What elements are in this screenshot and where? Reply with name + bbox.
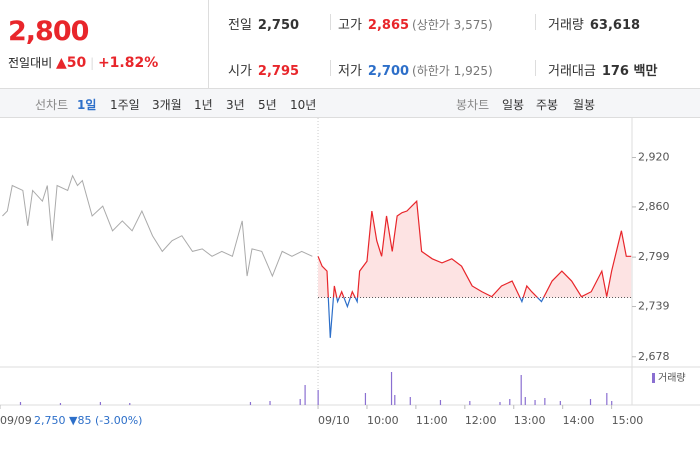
divider xyxy=(208,0,209,88)
volume-bar xyxy=(269,401,271,405)
stat-value: 2,795 xyxy=(257,64,300,79)
tab: 봉차트 xyxy=(456,98,490,112)
stat: 거래량 63,618 xyxy=(548,14,640,33)
tab[interactable]: 1일 xyxy=(77,98,97,112)
line xyxy=(2,174,313,278)
volume-bar xyxy=(439,400,442,405)
change-pct: +1.82% xyxy=(97,55,159,71)
stat: 시가 2,795 xyxy=(228,60,299,79)
tab[interactable]: 3개월 xyxy=(152,98,182,112)
volume-bar xyxy=(304,385,306,405)
x-tick-label: 09/09 xyxy=(0,414,32,427)
legend-label: 거래량 xyxy=(658,372,686,384)
legend-swatch xyxy=(652,373,655,383)
volume-bar xyxy=(59,403,62,405)
area xyxy=(318,201,632,298)
line-up xyxy=(317,199,632,298)
stat-label: 거래량 xyxy=(548,18,584,33)
y-tick-label: 2,739 xyxy=(638,300,670,313)
stat-label: 거래대금 xyxy=(548,64,596,79)
change: ▲50 xyxy=(56,55,87,71)
stat: 고가 2,865 (상한가 3,575) xyxy=(338,14,493,33)
volume-bar xyxy=(99,402,102,405)
tab[interactable]: 월봉 xyxy=(573,98,596,112)
stat: 저가 2,700 (하한가 1,925) xyxy=(338,60,493,79)
tab[interactable]: 5년 xyxy=(258,98,277,112)
tab[interactable]: 주봉 xyxy=(536,98,559,112)
stat-label: 전일 xyxy=(228,18,252,33)
chart: 2,920 2,860 2,799 2,739 2,678 09/09 09/10 10:00… xyxy=(0,118,700,427)
stat-label: 고가 xyxy=(338,18,362,33)
change-row: 전일대비 ▲50 | +1.82% xyxy=(8,55,159,71)
x-tick-label: 09/10 xyxy=(318,414,350,427)
stat-value: 2,700 xyxy=(367,64,410,79)
tab[interactable]: 10년 xyxy=(290,98,317,112)
tab[interactable]: 1주일 xyxy=(110,98,140,112)
tab[interactable]: 3년 xyxy=(226,98,245,112)
volume-bar xyxy=(524,397,526,405)
tab: 선차트 xyxy=(35,98,69,112)
divider xyxy=(330,60,331,76)
stat-value: 2,750 xyxy=(257,18,300,33)
stat: 거래대금 176 백만 xyxy=(548,60,657,79)
volume-bar xyxy=(606,393,608,405)
x-tick-label: 15:00 xyxy=(612,414,644,427)
y-tick-label: 2,799 xyxy=(638,250,670,263)
volume-bar xyxy=(19,402,22,405)
y-tick-label: 2,678 xyxy=(638,350,670,363)
volume-bar xyxy=(409,397,411,405)
x-tick-label: 13:00 xyxy=(514,414,546,427)
stat-label: 시가 xyxy=(228,64,252,79)
stat-note: (상한가 3,575) xyxy=(412,18,493,32)
stat-value: 2,865 xyxy=(367,18,410,33)
volume-bar xyxy=(249,402,252,405)
x-tick-label: 12:00 xyxy=(465,414,497,427)
x-tick-label: 14:00 xyxy=(563,414,595,427)
prev-close-label: 2,750 ▼85 (-3.00%) xyxy=(34,414,142,427)
volume-bar xyxy=(364,393,367,405)
volume-bar xyxy=(534,400,536,405)
volume-bar xyxy=(317,390,319,405)
volume-bar xyxy=(394,395,396,405)
y-tick-label: 2,860 xyxy=(638,200,670,213)
volume-bar xyxy=(520,375,522,405)
tab[interactable]: 일봉 xyxy=(502,98,525,112)
stat: 전일 2,750 xyxy=(228,14,299,33)
volume-bar xyxy=(589,399,592,405)
volume-bar xyxy=(299,399,301,405)
stat-note: (하한가 1,925) xyxy=(412,64,493,78)
x-tick-label: 11:00 xyxy=(416,414,448,427)
volume-bar xyxy=(544,398,546,405)
volume-bar xyxy=(499,402,501,405)
volume-bar xyxy=(390,372,393,405)
tab[interactable]: 1년 xyxy=(194,98,213,112)
volume-bar xyxy=(469,401,471,405)
volume-bar xyxy=(509,399,511,405)
divider xyxy=(535,14,536,30)
stat-value: 63,618 xyxy=(589,18,641,33)
volume-bar xyxy=(611,401,613,405)
change-label: 전일대비 xyxy=(8,56,53,70)
tab-bar: 선차트 1일 1주일 3개월 1년 3년 5년 10년 봉차트 일봉 주봉 월봉 xyxy=(0,88,700,118)
stat-value: 176 백만 xyxy=(601,64,658,79)
divider xyxy=(330,14,331,30)
y-tick-label: 2,920 xyxy=(638,151,670,164)
stat-label: 저가 xyxy=(338,64,362,79)
x-tick-label: 10:00 xyxy=(367,414,399,427)
volume-bar xyxy=(559,401,561,405)
volume-bar xyxy=(129,403,131,405)
divider xyxy=(535,60,536,76)
price: 2,800 xyxy=(8,16,89,47)
